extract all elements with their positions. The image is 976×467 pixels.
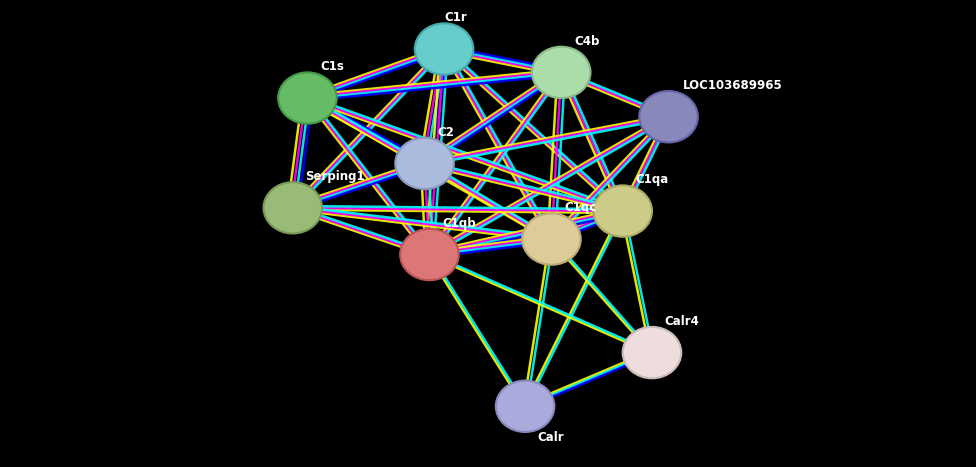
Ellipse shape bbox=[395, 138, 454, 189]
Ellipse shape bbox=[639, 91, 698, 142]
Ellipse shape bbox=[400, 229, 459, 280]
Ellipse shape bbox=[522, 213, 581, 265]
Text: Calr4: Calr4 bbox=[665, 315, 700, 328]
Text: Calr: Calr bbox=[538, 431, 564, 444]
Ellipse shape bbox=[415, 23, 473, 75]
Text: C4b: C4b bbox=[574, 35, 599, 48]
Text: Serping1: Serping1 bbox=[305, 170, 365, 183]
Text: C2: C2 bbox=[437, 126, 454, 139]
Text: C1qb: C1qb bbox=[442, 217, 475, 230]
Text: C1s: C1s bbox=[320, 60, 344, 73]
Ellipse shape bbox=[496, 381, 554, 432]
Ellipse shape bbox=[264, 182, 322, 234]
Ellipse shape bbox=[532, 47, 590, 98]
Ellipse shape bbox=[593, 185, 652, 237]
Ellipse shape bbox=[623, 327, 681, 378]
Ellipse shape bbox=[278, 72, 337, 124]
Text: C1qc: C1qc bbox=[564, 201, 596, 214]
Text: C1r: C1r bbox=[444, 11, 468, 24]
Text: C1qa: C1qa bbox=[635, 173, 669, 186]
Text: LOC103689965: LOC103689965 bbox=[683, 79, 783, 92]
